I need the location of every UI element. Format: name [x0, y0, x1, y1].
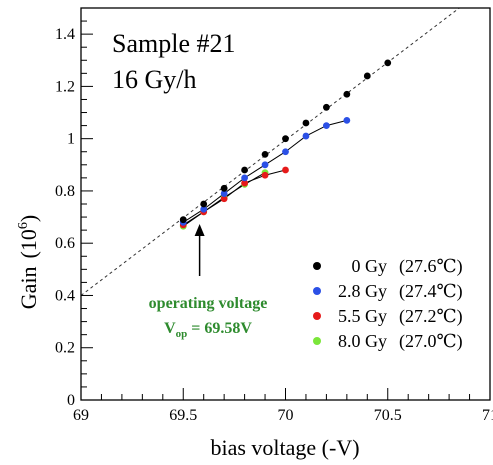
x-axis-label: bias voltage (-V) [210, 435, 359, 460]
y-tick-label: 0.2 [55, 340, 75, 357]
y-tick-label: 0.4 [55, 287, 75, 304]
series-1-point [343, 116, 351, 124]
legend-marker-1 [313, 287, 321, 295]
axes-layer: 69 69.5 70 70.5 71 0 0.2 0.4 0.6 0.8 1 1.2 1.4 [55, 7, 493, 424]
legend-marker-2 [313, 312, 321, 320]
series-1-point [323, 122, 330, 129]
series-0-point [241, 166, 249, 174]
x-tick-label: 70.5 [374, 407, 402, 424]
series-0-point [363, 72, 371, 80]
series-0-point [261, 150, 269, 158]
series-2-point [282, 166, 289, 174]
v-subscript: op [176, 328, 188, 340]
series-1-point [241, 174, 249, 182]
series-layer [179, 59, 392, 230]
series-2-line [182, 169, 286, 226]
operating-voltage-label: operating voltage [149, 295, 268, 312]
y-axis-label-main: Gain [16, 266, 41, 309]
series-0-point [200, 200, 208, 208]
legend-marker-3 [313, 337, 321, 345]
y-axis-label: Gain (106) [16, 215, 41, 309]
y-tick-label: 1.2 [55, 78, 75, 95]
series-1-point [282, 148, 289, 156]
y-tick-label: 0.6 [55, 235, 75, 252]
series-0-point [384, 59, 392, 67]
y-axis-label-unit-open: (10 [16, 229, 41, 258]
v-value: = 69.58V [191, 320, 252, 337]
legend: 0 Gy (27.6℃) 2.8 Gy (27.4℃) 5.5 Gy (27.2℃) 8.0… [313, 256, 463, 352]
x-tick-label: 69.5 [169, 407, 197, 424]
y-tick-label: 0 [67, 392, 75, 409]
series-0-point [343, 90, 351, 98]
series-0-point [179, 216, 187, 224]
y-tick-label: 1.4 [55, 26, 75, 43]
y-axis-label-unit-exp: 6 [16, 222, 31, 229]
legend-temp-1: (27.4℃) [399, 281, 463, 302]
operating-voltage-annotation: operating voltage Vop = 69.58V [149, 224, 268, 340]
series-0-point [302, 119, 310, 127]
series-2-point [220, 195, 228, 203]
legend-temp-2: (27.2℃) [399, 306, 463, 327]
legend-dose-3: 8.0 Gy [338, 331, 387, 351]
arrow-head-icon [194, 224, 205, 236]
series-2-point [261, 171, 269, 179]
fit-line [80, 7, 460, 296]
series-0-point [282, 135, 289, 143]
v-symbol: V [164, 320, 176, 337]
y-tick-label: 1 [67, 131, 75, 148]
legend-temp-3: (27.0℃) [399, 331, 463, 352]
legend-dose-2: 5.5 Gy [338, 306, 387, 326]
fit-line-layer [80, 7, 460, 296]
operating-voltage-value: Vop = 69.58V [164, 320, 252, 340]
legend-marker-0 [313, 262, 321, 270]
series-0-point [323, 103, 330, 111]
legend-dose-0: 0 Gy [352, 256, 388, 276]
series-1-point [302, 132, 310, 140]
x-tick-label: 71 [482, 407, 493, 424]
legend-dose-1: 2.8 Gy [338, 281, 387, 301]
sample-title: Sample #21 [112, 29, 236, 58]
series-1-point [261, 161, 269, 169]
x-tick-label: 69 [73, 407, 89, 424]
legend-temp-0: (27.6℃) [399, 256, 463, 277]
series-1-point [200, 205, 208, 213]
series-1-point [220, 190, 228, 197]
y-tick-label: 0.8 [55, 183, 75, 200]
series-0-point [220, 184, 228, 192]
series-2-point [241, 179, 249, 187]
dose-rate-title: 16 Gy/h [112, 65, 197, 94]
y-axis-label-unit-close: ) [16, 215, 41, 222]
x-tick-label: 70 [278, 407, 294, 424]
